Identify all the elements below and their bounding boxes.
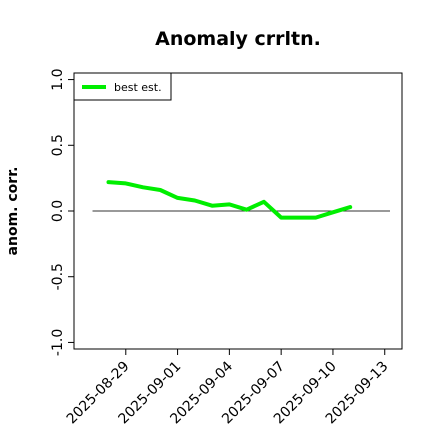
chart-title: Anomaly crrltn. bbox=[155, 28, 321, 50]
legend: best est. bbox=[73, 72, 172, 101]
y-tick-label: 0.5 bbox=[50, 134, 66, 156]
y-axis-label: anom. corr. bbox=[5, 167, 21, 256]
chart-marks bbox=[92, 180, 390, 220]
series-line-best-est bbox=[106, 180, 353, 220]
y-tick-label: 0.0 bbox=[50, 200, 66, 222]
y-tick-label: -1.0 bbox=[50, 329, 66, 356]
axes: -1.0-0.50.00.51.02025-08-292025-09-01202… bbox=[50, 68, 392, 427]
y-tick-label: -0.5 bbox=[50, 263, 66, 290]
legend-label: best est. bbox=[114, 81, 162, 94]
y-tick-label: 1.0 bbox=[50, 68, 66, 90]
